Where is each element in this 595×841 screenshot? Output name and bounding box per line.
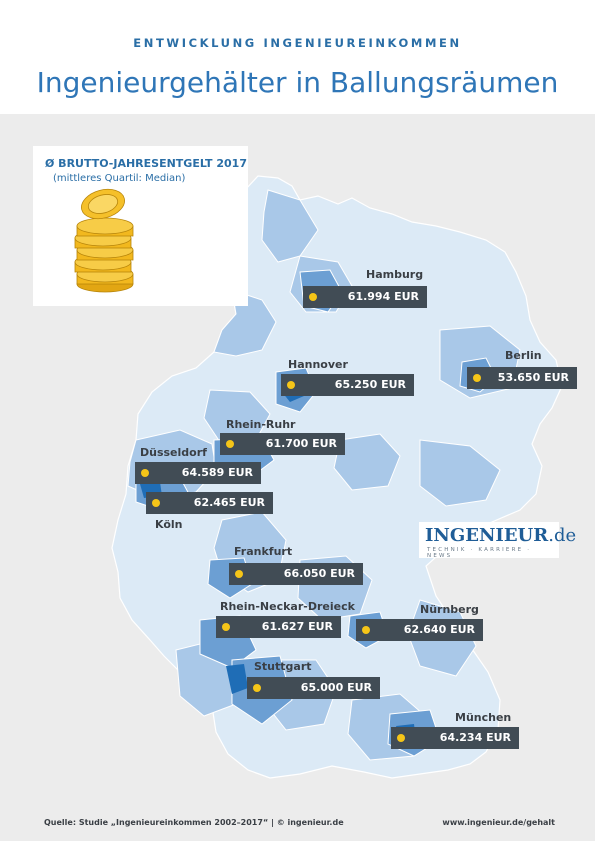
ingenieur-logo: INGENIEUR.de TECHNIK · KARRIERE · NEWS <box>419 522 576 559</box>
salary-label-nuernberg: 62.640 EUR <box>356 619 483 641</box>
city-label-duesseldorf: Düsseldorf <box>140 446 207 459</box>
city-label-stuttgart: Stuttgart <box>254 660 312 673</box>
accent-stuttgart <box>226 664 248 694</box>
city-label-nuernberg: Nürnberg <box>420 603 479 616</box>
dot-icon <box>152 499 160 507</box>
salary-label-hannover: 65.250 EUR <box>281 374 414 396</box>
city-label-muenchen: München <box>455 711 512 724</box>
salary-label-rhein-neckar-dreieck: 61.627 EUR <box>216 616 341 638</box>
footer-url[interactable]: www.ingenieur.de/gehalt <box>442 818 555 827</box>
dot-icon <box>226 440 234 448</box>
salary-label-frankfurt: 66.050 EUR <box>229 563 363 585</box>
salary-label-berlin: 53.650 EUR <box>467 367 577 389</box>
city-label-koeln: Köln <box>155 518 183 531</box>
salary-label-muenchen: 64.234 EUR <box>391 727 519 749</box>
kicker: ENTWICKLUNG INGENIEUREINKOMMEN <box>133 36 462 50</box>
legend-box: Ø BRUTTO-JAHRESENTGELT 2017 (mittleres Q… <box>33 146 248 306</box>
city-label-hamburg: Hamburg <box>366 268 424 281</box>
region-schleswig <box>261 189 319 263</box>
logo-tagline: TECHNIK · KARRIERE · NEWS <box>427 547 532 559</box>
dot-icon <box>287 381 295 389</box>
region-thuringia <box>333 433 401 491</box>
header: ENTWICKLUNG INGENIEUREINKOMMEN Ingenieur… <box>0 0 595 114</box>
dot-icon <box>473 374 481 382</box>
dot-icon <box>397 734 405 742</box>
logo-wordmark: INGENIEUR.de <box>425 525 577 546</box>
source-note: Quelle: Studie „Ingenieureinkommen 2002–… <box>44 818 344 827</box>
coin-stack-icon <box>74 188 134 293</box>
city-label-rhein-neckar-dreieck: Rhein-Neckar-Dreieck <box>220 600 355 613</box>
legend-title: Ø BRUTTO-JAHRESENTGELT 2017 <box>45 157 247 170</box>
dot-icon <box>362 626 370 634</box>
dot-icon <box>235 570 243 578</box>
city-label-berlin: Berlin <box>505 349 542 362</box>
legend-subtitle: (mittleres Quartil: Median) <box>53 173 186 184</box>
salary-label-rhein-ruhr: 61.700 EUR <box>220 433 345 455</box>
dot-icon <box>141 469 149 477</box>
city-label-frankfurt: Frankfurt <box>234 545 293 558</box>
dot-icon <box>309 293 317 301</box>
salary-label-koeln: 62.465 EUR <box>146 492 273 514</box>
city-label-rhein-ruhr: Rhein-Ruhr <box>226 418 296 431</box>
page-title: Ingenieurgehälter in Ballungsräumen <box>36 66 559 99</box>
dot-icon <box>253 684 261 692</box>
salary-label-hamburg: 61.994 EUR <box>303 286 427 308</box>
city-label-hannover: Hannover <box>288 358 348 371</box>
salary-label-stuttgart: 65.000 EUR <box>247 677 380 699</box>
region-saxony <box>419 439 501 507</box>
region-north-west <box>213 289 277 357</box>
salary-label-duesseldorf: 64.589 EUR <box>135 462 261 484</box>
dot-icon <box>222 623 230 631</box>
